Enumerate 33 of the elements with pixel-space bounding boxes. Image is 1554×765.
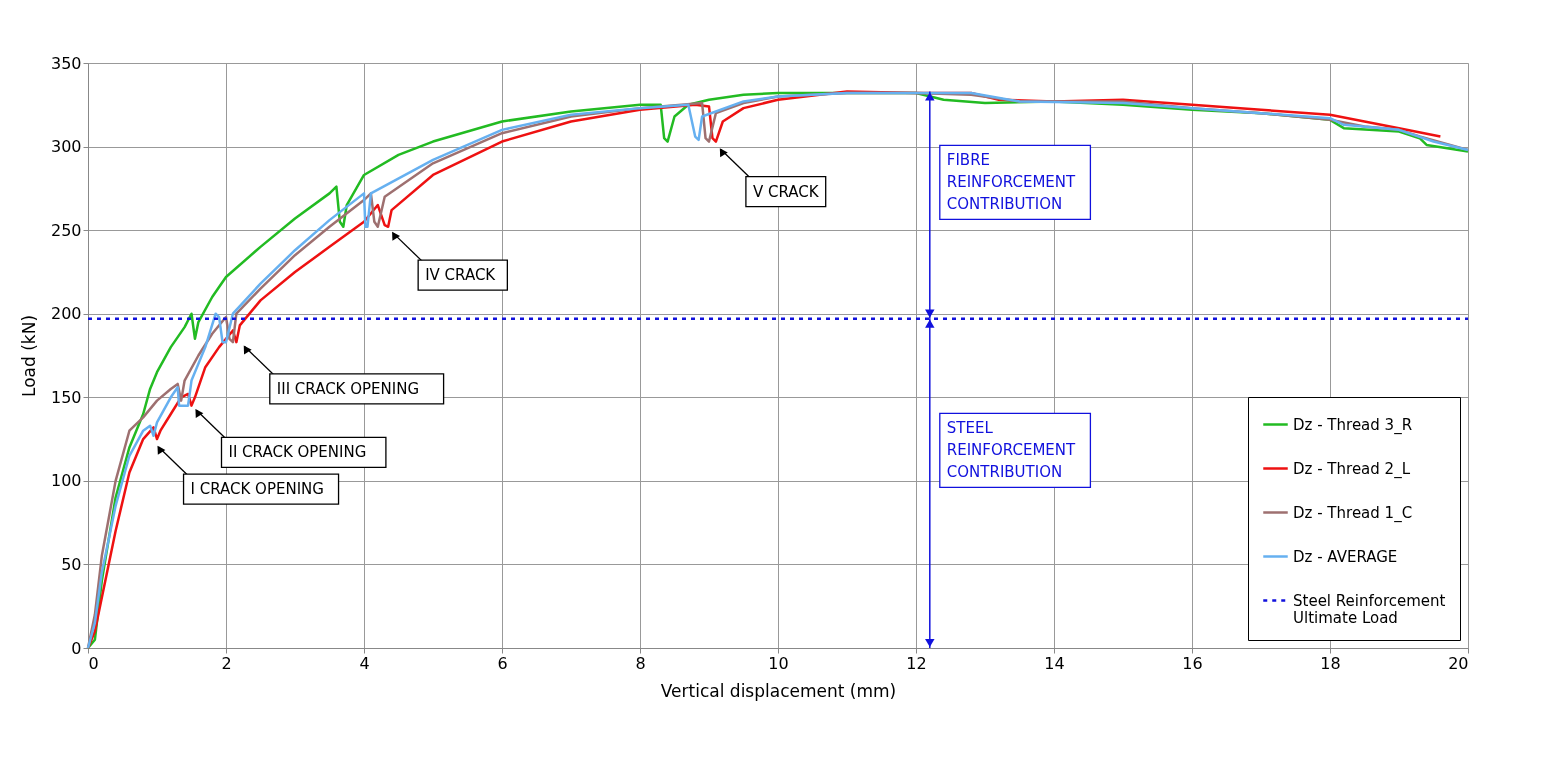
y-tick-label: 250 (50, 220, 82, 240)
x-tick-label: 6 (497, 653, 508, 673)
x-tick-label: 8 (635, 653, 646, 673)
annotation: STEEL REINFORCEMENT CONTRIBUTION (946, 419, 1077, 482)
annotation: V CRACK (752, 182, 820, 201)
legend-label: Dz - Thread 1_C (1293, 503, 1413, 523)
x-tick-label: 12 (906, 653, 927, 673)
annotation: IV CRACK (425, 266, 497, 285)
legend-label: Dz - Thread 2_L (1293, 459, 1411, 479)
x-tick-label: 2 (221, 653, 232, 673)
y-tick-label: 200 (50, 304, 82, 324)
y-tick-label: 150 (50, 387, 82, 407)
x-tick-label: 20 (1448, 653, 1469, 673)
x-axis-title: Vertical displacement (mm) (660, 680, 897, 701)
annotation: I CRACK OPENING (190, 480, 324, 499)
annotation: FIBRE REINFORCEMENT CONTRIBUTION (946, 151, 1077, 214)
x-tick-label: 18 (1320, 653, 1341, 673)
x-tick-label: 16 (1182, 653, 1203, 673)
legend-label: Steel Reinforcement Ultimate Load (1293, 591, 1446, 627)
y-tick-label: 0 (71, 638, 82, 658)
x-tick-label: 14 (1044, 653, 1065, 673)
x-tick-label: 4 (359, 653, 370, 673)
x-tick-label: 10 (768, 653, 789, 673)
y-tick-label: 350 (50, 53, 82, 73)
annotation: II CRACK OPENING (228, 443, 367, 462)
annotation: III CRACK OPENING (276, 379, 420, 398)
y-tick-label: 300 (50, 137, 82, 157)
y-tick-label: 100 (50, 471, 82, 491)
y-axis-title: Load (kN) (18, 314, 39, 398)
legend-label: Dz - Thread 3_R (1293, 415, 1413, 435)
x-tick-label: 0 (88, 653, 99, 673)
y-tick-label: 50 (61, 554, 82, 574)
legend-label: Dz - AVERAGE (1293, 547, 1398, 566)
